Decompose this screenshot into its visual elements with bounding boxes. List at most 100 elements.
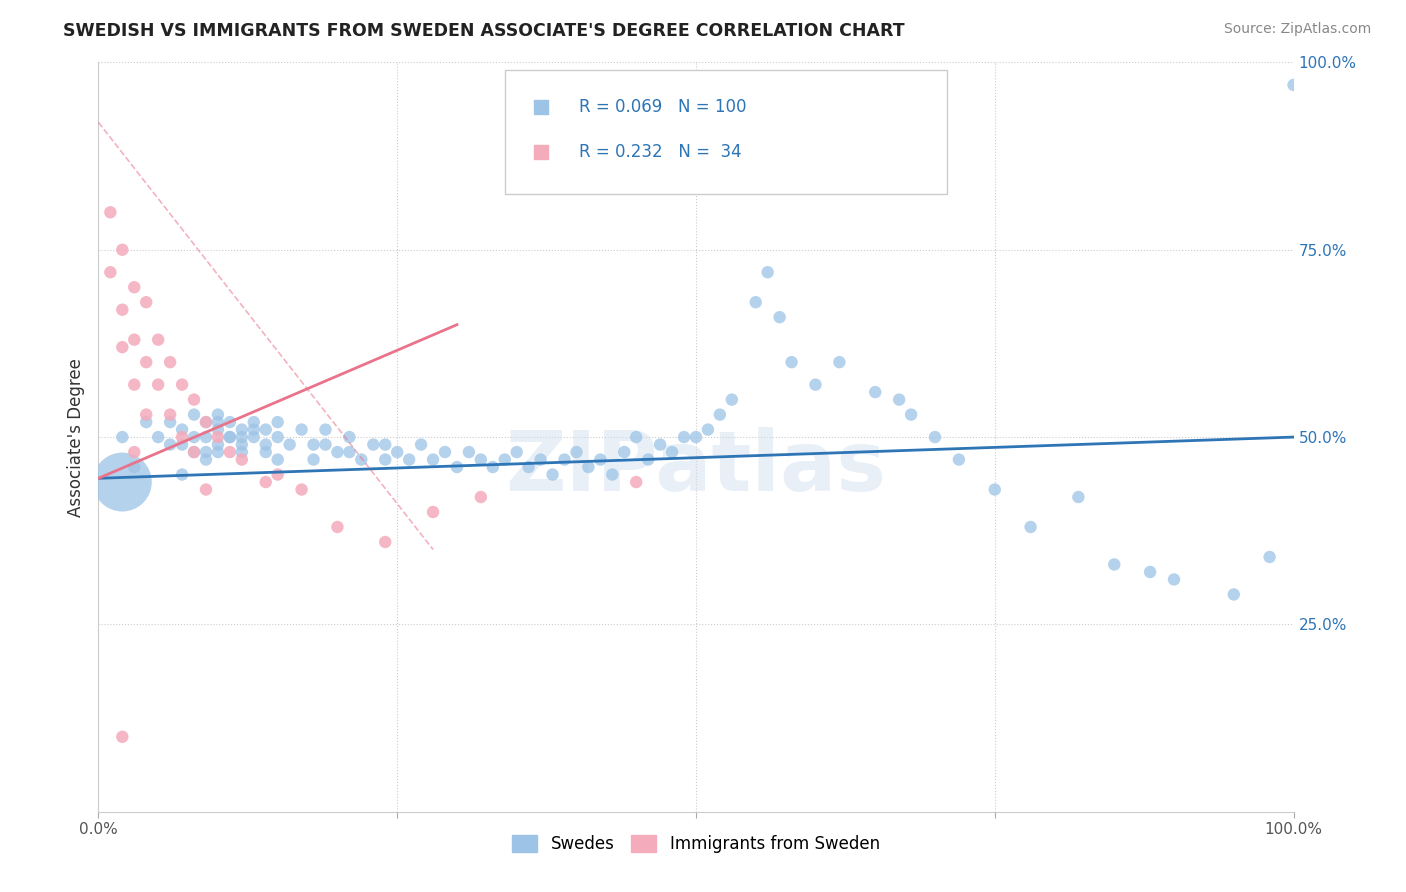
Point [326,445,349,459]
Point [685,430,707,444]
Point [721,392,744,407]
Point [231,423,253,437]
Point [865,385,887,400]
Point [385,445,409,459]
Point [1067,490,1090,504]
Point [159,415,181,429]
Point [1104,558,1126,572]
Point [148,430,170,444]
Point [648,437,672,451]
Point [111,475,134,489]
Point [1163,573,1185,587]
Point [172,467,194,482]
Point [207,445,229,459]
Point [339,445,361,459]
Point [124,280,146,294]
FancyBboxPatch shape [505,70,948,194]
Point [98,265,122,279]
Point [470,452,492,467]
Point [900,408,922,422]
Point [195,430,218,444]
Point [111,302,134,317]
Point [363,437,385,451]
Point [530,452,553,467]
Point [111,340,134,354]
Point [291,483,314,497]
Point [219,445,242,459]
Point [315,437,337,451]
Point [254,423,277,437]
Point [422,452,444,467]
Point [530,100,553,114]
Point [111,730,134,744]
Point [948,452,970,467]
Point [673,430,696,444]
Point [148,333,170,347]
Text: Source: ZipAtlas.com: Source: ZipAtlas.com [1223,22,1371,37]
Point [302,452,325,467]
Point [1258,549,1281,564]
Point [243,415,266,429]
Point [159,355,181,369]
Point [278,437,301,451]
Point [602,467,624,482]
Point [339,430,361,444]
Point [458,445,481,459]
Point [434,445,457,459]
Y-axis label: Associate's Degree: Associate's Degree [66,358,84,516]
Point [768,310,790,325]
Point [291,423,314,437]
Point [243,423,266,437]
Point [637,452,659,467]
Point [661,445,683,459]
Text: SWEDISH VS IMMIGRANTS FROM SWEDEN ASSOCIATE'S DEGREE CORRELATION CHART: SWEDISH VS IMMIGRANTS FROM SWEDEN ASSOCI… [63,22,905,40]
Point [984,483,1007,497]
Point [709,408,731,422]
Point [195,483,218,497]
Point [589,452,612,467]
Point [254,475,277,489]
Point [626,430,648,444]
Point [148,377,170,392]
Point [135,355,157,369]
Point [267,415,290,429]
Point [207,437,229,451]
Point [326,520,349,534]
Point [111,243,134,257]
Point [254,437,277,451]
Point [172,377,194,392]
Point [124,445,146,459]
Point [1139,565,1161,579]
Point [267,467,290,482]
Text: R = 0.069   N = 100: R = 0.069 N = 100 [579,98,747,116]
Point [159,408,181,422]
Point [231,437,253,451]
Point [231,452,253,467]
Point [207,408,229,422]
Point [517,460,540,475]
Point [254,445,277,459]
Point [302,437,325,451]
Point [745,295,768,310]
Text: ZIPatlas: ZIPatlas [506,426,886,508]
Point [470,490,492,504]
Point [565,445,588,459]
Point [374,452,396,467]
Point [828,355,851,369]
Point [446,460,468,475]
Point [530,145,553,160]
Point [267,430,290,444]
Point [124,460,146,475]
Point [481,460,505,475]
Point [124,377,146,392]
Point [124,333,146,347]
Point [195,415,218,429]
Point [159,437,181,451]
Point [756,265,779,279]
Point [183,392,205,407]
Point [613,445,636,459]
Point [697,423,720,437]
Point [374,535,396,549]
Point [267,452,290,467]
Point [889,392,911,407]
